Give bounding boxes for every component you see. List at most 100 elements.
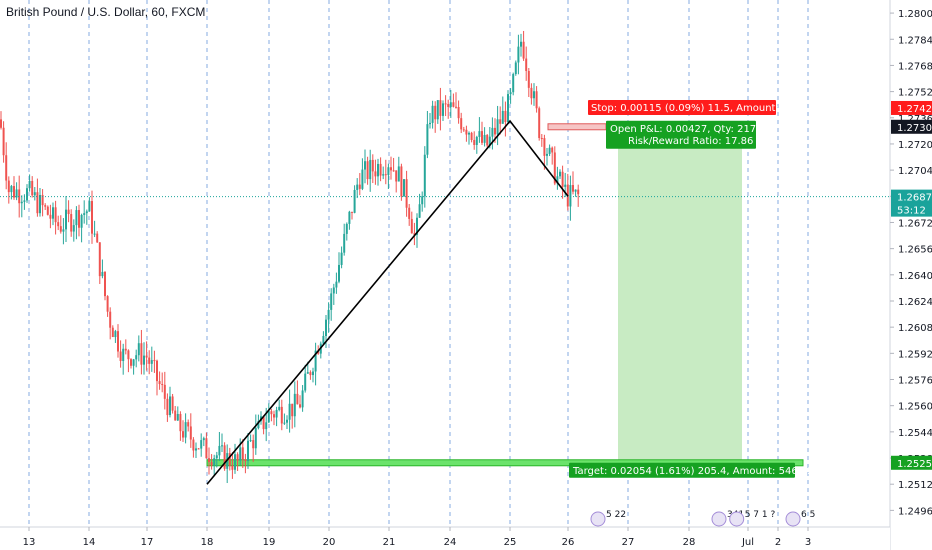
candle-body [556, 176, 559, 184]
candle-body [501, 110, 504, 124]
trendline-drawing[interactable] [206, 119, 569, 485]
candle-body [535, 91, 538, 109]
trendline[interactable] [206, 119, 569, 485]
candle-body [33, 192, 36, 196]
candle-body [330, 293, 333, 310]
candle-body [429, 122, 431, 125]
candle-body [213, 458, 216, 466]
pnl-label-box[interactable] [606, 120, 756, 149]
price-axis[interactable]: 1.28000 1.27840 1.27680 1.27520 1.27360 1.272… [889, 0, 932, 550]
candle-body [28, 180, 31, 189]
candle-body [351, 211, 353, 213]
candle-body [111, 327, 114, 338]
event-flag-icon[interactable] [729, 511, 745, 527]
candle-body [543, 138, 546, 156]
price-badge-current [891, 189, 932, 204]
candle-body [114, 331, 117, 338]
stop-label-box[interactable] [588, 99, 776, 115]
candle-body [270, 411, 273, 415]
candle-body [176, 413, 179, 421]
candle-body [416, 217, 418, 235]
time-axis[interactable]: 13 14 17 18 19 20 21 24 25 26 27 28 Jul 2 3 [0, 526, 890, 550]
candle-body [569, 185, 572, 207]
candle-body [390, 167, 392, 171]
time-tick-label: 26 [562, 537, 575, 548]
price-tick-label: 1.25760 [898, 376, 932, 387]
candle-body [88, 201, 91, 212]
candle-body [413, 233, 416, 235]
position-tool[interactable]: Stop: 0.00115 (0.09%) 11.5, Amount: 750 O… [547, 99, 820, 478]
candle-body [52, 207, 54, 219]
price-tick-label: 1.27520 [898, 88, 932, 99]
candle-body [325, 319, 327, 336]
candle-body [504, 110, 507, 123]
candle-body [382, 174, 385, 176]
candle-body [62, 229, 65, 232]
candle-body [486, 134, 489, 146]
price-tick-label: 1.27040 [898, 166, 932, 177]
candle-body [117, 331, 119, 352]
candle-body [548, 147, 551, 154]
time-tick-label: 17 [141, 537, 154, 548]
candle-body [273, 414, 275, 418]
candle-body [195, 448, 197, 451]
candle-body [455, 106, 457, 108]
stop-label: Stop: 0.00115 (0.09%) 11.5, Amount: 750 [591, 103, 801, 114]
target-level-bar [206, 459, 804, 467]
stop-zone [547, 123, 607, 131]
candle-body [187, 422, 190, 427]
candle-body [304, 373, 307, 391]
candle-body [174, 410, 177, 421]
candle-body [239, 447, 242, 461]
time-tick-label: 21 [383, 537, 396, 548]
event-flag-icon[interactable] [590, 511, 606, 527]
candle-body [122, 348, 125, 362]
candle-body [509, 92, 512, 95]
candle-body [384, 174, 387, 176]
candle-body [15, 189, 18, 198]
event-flag-icon[interactable] [785, 511, 801, 527]
candle-body [421, 196, 424, 205]
event-count: 6 5 [801, 510, 815, 520]
candle-body [335, 281, 338, 288]
candle-body [262, 416, 265, 430]
candle-body [18, 189, 21, 204]
candle-body [57, 222, 60, 227]
candle-body [75, 210, 78, 226]
price-tick-label: 1.26720 [898, 218, 932, 229]
candle-body [312, 371, 314, 376]
candle-body [7, 180, 10, 193]
candle-body [494, 127, 496, 135]
candle-body [39, 194, 41, 214]
candle-body [78, 210, 80, 228]
price-tick-label: 1.26400 [898, 271, 932, 282]
candle-body [356, 184, 359, 190]
risk-reward-label: Risk/Reward Ratio: 17.86 [628, 136, 753, 147]
candle-body [218, 445, 221, 456]
candle-body [483, 134, 486, 143]
candle-body [184, 422, 187, 438]
event-flag-icon[interactable] [711, 511, 727, 527]
price-badge-countdown [891, 202, 932, 217]
candle-body [410, 218, 413, 234]
candle-body [26, 188, 28, 201]
candle-body [231, 465, 234, 470]
candle-body [36, 192, 39, 214]
candle-body [460, 118, 463, 130]
candle-body [439, 100, 442, 116]
candle-body [130, 359, 132, 366]
price-badge-target [891, 455, 932, 470]
candle-body [91, 201, 93, 234]
candle-body [434, 105, 437, 120]
target-label-box[interactable] [569, 462, 795, 478]
price-badge-entry [891, 119, 932, 134]
candle-body [286, 419, 288, 423]
candle-body [364, 161, 366, 170]
candle-body [514, 62, 517, 75]
candle-body [5, 155, 8, 181]
candle-body [488, 136, 491, 146]
economic-events[interactable]: 5 223415 7 1 ?6 5 [590, 510, 815, 527]
candle-body [0, 119, 2, 128]
candle-body [143, 355, 145, 365]
